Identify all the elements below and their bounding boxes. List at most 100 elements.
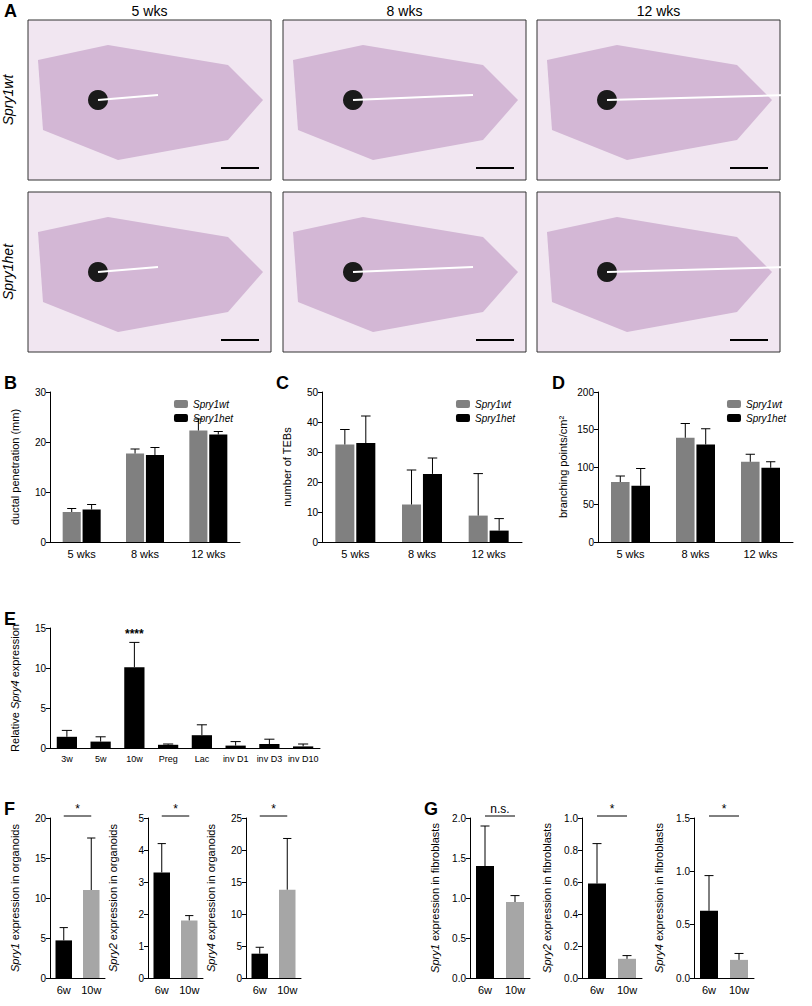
svg-text:C: C [276,373,289,393]
svg-text:100: 100 [577,462,594,473]
svg-text:10w: 10w [179,984,199,996]
svg-text:1.0: 1.0 [564,813,578,824]
svg-text:1.0: 1.0 [452,893,466,904]
svg-text:50: 50 [307,387,319,398]
svg-text:*: * [610,802,615,816]
svg-text:D: D [552,373,565,393]
svg-text:20: 20 [307,477,319,488]
svg-text:6w: 6w [478,984,492,996]
svg-text:10w: 10w [277,984,297,996]
svg-text:*: * [173,802,178,816]
svg-text:0.8: 0.8 [564,845,578,856]
svg-text:1.5: 1.5 [452,853,466,864]
svg-text:expression in fibroblasts: expression in fibroblasts [541,823,553,945]
svg-text:Spry4: Spry4 [653,944,665,973]
svg-text:Lac: Lac [195,754,210,764]
svg-text:Spry4: Spry4 [205,943,217,972]
svg-text:B: B [4,373,17,393]
svg-text:Spry2: Spry2 [107,943,119,972]
svg-text:2.0: 2.0 [452,813,466,824]
svg-text:A: A [4,1,17,21]
svg-text:6w: 6w [702,984,716,996]
svg-text:5w: 5w [95,754,107,764]
svg-text:10: 10 [35,663,47,674]
svg-text:expression in fibroblasts: expression in fibroblasts [653,823,665,945]
svg-text:0: 0 [40,537,46,548]
svg-text:30: 30 [35,387,47,398]
svg-text:6w: 6w [590,984,604,996]
svg-text:10w: 10w [81,984,101,996]
svg-text:150: 150 [577,424,594,435]
svg-text:15: 15 [35,853,47,864]
svg-text:5 wks: 5 wks [616,548,645,560]
svg-text:Spry1: Spry1 [9,943,21,972]
svg-text:0: 0 [236,973,242,984]
svg-text:10w: 10w [729,984,749,996]
svg-text:6w: 6w [57,984,71,996]
svg-text:Spry1wt: Spry1wt [193,399,230,410]
svg-text:Preg: Preg [159,754,178,764]
svg-text:10: 10 [307,507,319,518]
svg-text:8 wks: 8 wks [387,3,423,19]
svg-text:n.s.: n.s. [490,802,509,816]
svg-text:Spry1wt: Spry1wt [746,399,783,410]
svg-text:*: * [75,802,80,816]
svg-text:10w: 10w [617,984,637,996]
svg-text:6w: 6w [253,984,267,996]
svg-text:0.0: 0.0 [452,973,466,984]
svg-text:5 wks: 5 wks [341,548,370,560]
svg-text:0: 0 [588,537,594,548]
svg-text:2: 2 [138,909,144,920]
svg-text:1: 1 [138,941,144,952]
svg-text:10w: 10w [505,984,525,996]
svg-text:1.5: 1.5 [676,813,690,824]
svg-text:20: 20 [231,845,243,856]
svg-text:Spry4: Spry4 [9,680,21,709]
svg-text:8 wks: 8 wks [681,548,710,560]
svg-text:12 wks: 12 wks [637,3,681,19]
svg-text:5: 5 [40,933,46,944]
svg-text:0.6: 0.6 [564,877,578,888]
svg-text:25: 25 [231,813,243,824]
svg-text:Spry1wt: Spry1wt [0,74,16,126]
svg-text:Spry1het: Spry1het [0,243,16,300]
svg-text:expression in organoids: expression in organoids [9,824,21,944]
svg-text:30: 30 [307,447,319,458]
svg-text:50: 50 [583,499,595,510]
svg-text:Spry1: Spry1 [429,944,441,973]
svg-text:inv D10: inv D10 [288,754,319,764]
svg-text:10w: 10w [126,754,143,764]
svg-text:0.4: 0.4 [564,909,578,920]
svg-text:40: 40 [307,417,319,428]
svg-text:5 wks: 5 wks [68,548,97,560]
svg-text:20: 20 [35,813,47,824]
svg-text:*: * [271,802,276,816]
svg-text:12 wks: 12 wks [191,548,226,560]
svg-text:8 wks: 8 wks [408,548,437,560]
svg-text:15: 15 [35,623,47,634]
svg-text:inv D3: inv D3 [257,754,283,764]
svg-text:Spry1wt: Spry1wt [475,399,512,410]
svg-text:branching points/cm²: branching points/cm² [557,416,569,518]
svg-text:G: G [424,799,438,819]
svg-text:expression in fibroblasts: expression in fibroblasts [429,823,441,945]
svg-text:0: 0 [40,743,46,754]
svg-text:0.2: 0.2 [564,941,578,952]
svg-text:0.0: 0.0 [564,973,578,984]
svg-text:0.5: 0.5 [452,933,466,944]
svg-text:5: 5 [40,703,46,714]
svg-text:*: * [722,802,727,816]
svg-text:10: 10 [231,909,243,920]
svg-text:Spry1het: Spry1het [746,413,787,424]
svg-text:5 wks: 5 wks [132,3,168,19]
svg-text:0: 0 [40,973,46,984]
svg-text:0.5: 0.5 [676,919,690,930]
svg-text:expression in organoids: expression in organoids [107,824,119,944]
svg-text:12 wks: 12 wks [472,548,507,560]
svg-text:10: 10 [35,893,47,904]
svg-text:0: 0 [312,537,318,548]
svg-text:5: 5 [236,941,242,952]
svg-text:6w: 6w [155,984,169,996]
svg-text:12 wks: 12 wks [743,548,778,560]
svg-text:number of TEBs: number of TEBs [281,427,293,507]
